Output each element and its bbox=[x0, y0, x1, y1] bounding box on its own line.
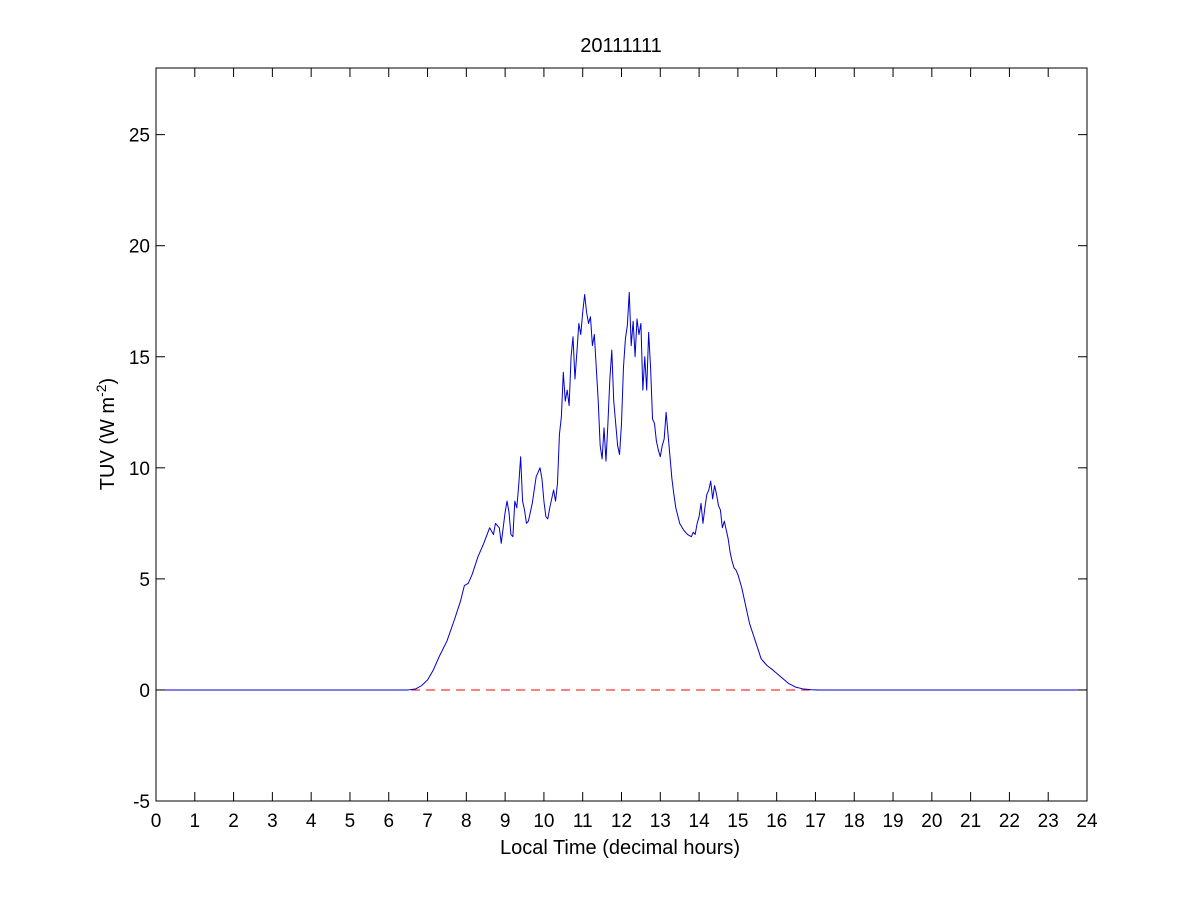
x-tick-label: 19 bbox=[882, 811, 903, 832]
x-tick-label: 13 bbox=[650, 811, 671, 832]
y-tick-label: 25 bbox=[129, 126, 150, 147]
x-tick-label: 12 bbox=[611, 811, 632, 832]
x-tick-label: 18 bbox=[844, 811, 865, 832]
x-tick-label: 3 bbox=[267, 811, 278, 832]
y-tick-label: 15 bbox=[129, 348, 150, 369]
y-tick-label: 0 bbox=[139, 681, 150, 702]
x-tick-label: 11 bbox=[573, 811, 593, 832]
x-tick-label: 24 bbox=[1076, 811, 1098, 832]
y-tick-label: 10 bbox=[129, 459, 150, 480]
y-tick-label: 20 bbox=[129, 237, 150, 258]
x-tick-label: 1 bbox=[190, 811, 201, 832]
x-tick-label: 16 bbox=[766, 811, 787, 832]
y-axis-title: TUV (W m-2) bbox=[93, 378, 119, 490]
y-tick-label: -5 bbox=[133, 792, 150, 813]
x-tick-label: 8 bbox=[461, 811, 472, 832]
x-tick-label: 22 bbox=[999, 811, 1020, 832]
plot-data-layer bbox=[156, 291, 1087, 691]
x-axis-ticks: 0 1 2 3 4 5 6 7 8 9 10 11 12 13 14 15 16 17 18 19 20 21 22 23 24 bbox=[151, 68, 1098, 832]
x-tick-label: 9 bbox=[500, 811, 511, 832]
x-tick-label: 21 bbox=[960, 811, 981, 832]
x-tick-label: 2 bbox=[228, 811, 239, 832]
x-tick-label: 17 bbox=[805, 811, 826, 832]
x-tick-label: 6 bbox=[383, 811, 394, 832]
plot-area-frame bbox=[155, 67, 1088, 802]
x-tick-label: 15 bbox=[727, 811, 748, 832]
series-line-1 bbox=[156, 291, 1087, 691]
x-axis-title: Local Time (decimal hours) bbox=[500, 837, 740, 859]
y-axis-title-main: TUV (W m bbox=[97, 397, 119, 490]
x-tick-label: 4 bbox=[306, 811, 317, 832]
x-tick-label: 10 bbox=[533, 811, 554, 832]
chart-title: 20111111 bbox=[580, 35, 662, 57]
y-axis-ticks: -5 0 5 10 15 20 25 bbox=[129, 126, 1087, 813]
y-axis-title-close: ) bbox=[97, 378, 119, 385]
y-axis-title-superscript: -2 bbox=[93, 384, 109, 397]
x-tick-label: 23 bbox=[1038, 811, 1059, 832]
x-tick-label: 7 bbox=[422, 811, 433, 832]
x-tick-label: 5 bbox=[345, 811, 356, 832]
x-tick-label: 20 bbox=[921, 811, 942, 832]
y-tick-label: 5 bbox=[139, 570, 150, 591]
x-tick-label: 0 bbox=[151, 811, 162, 832]
x-tick-label: 14 bbox=[689, 811, 711, 832]
